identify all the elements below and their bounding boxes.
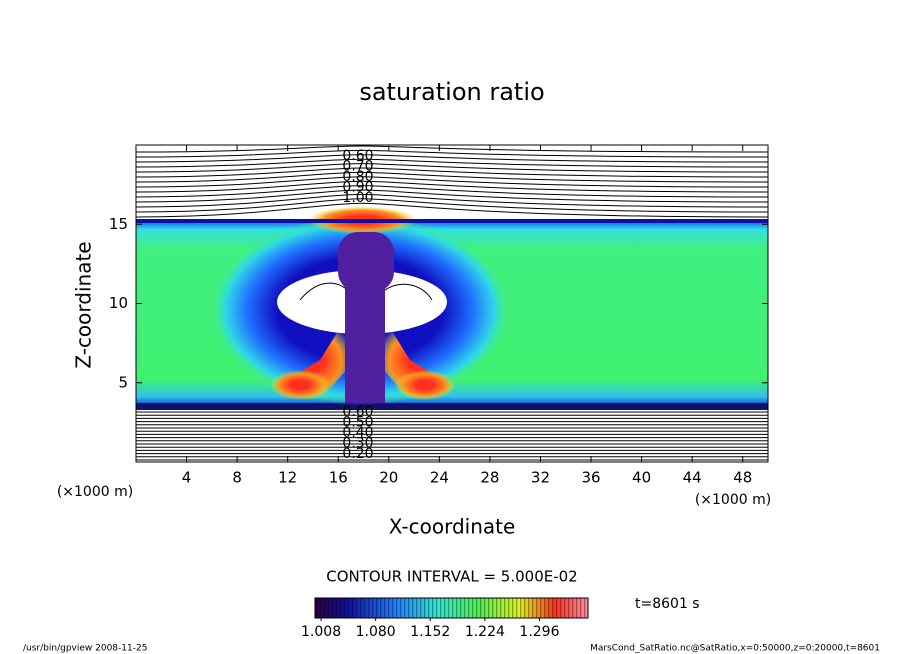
contour-interval: CONTOUR INTERVAL = 5.000E-02 <box>326 568 577 586</box>
y-tick-label: 10 <box>109 294 128 312</box>
isoline <box>136 180 768 193</box>
contour-label: 0.80 <box>342 169 373 185</box>
x-axis-label: X-coordinate <box>389 515 516 539</box>
colorbar-tick-label: 1.296 <box>519 624 559 640</box>
contour-label: 0.60 <box>342 404 373 420</box>
isoline <box>136 145 768 153</box>
isoline <box>136 167 768 178</box>
y-tick-label: 15 <box>109 215 128 233</box>
colorbar-tick-label: 1.224 <box>465 624 505 640</box>
x-tick-label: 8 <box>232 469 242 487</box>
contour-label: 0.40 <box>342 425 373 441</box>
chart-title: saturation ratio <box>359 78 544 106</box>
field <box>136 145 768 462</box>
isoline <box>136 171 768 183</box>
x-tick-label: 44 <box>683 469 702 487</box>
x-tick-label: 24 <box>430 469 449 487</box>
isoline <box>136 202 768 218</box>
x-tick-label: 4 <box>182 469 192 487</box>
time-label: t=8601 s <box>635 596 700 612</box>
y-unit: (×1000 m) <box>57 484 133 500</box>
footer-left: /usr/bin/gpview 2008-11-25 <box>23 644 147 654</box>
contour-label: 1.00 <box>342 190 373 206</box>
contour-label: 0.30 <box>342 436 373 452</box>
isoline <box>136 154 768 163</box>
x-tick-label: 48 <box>733 469 752 487</box>
colorbar-tick-label: 1.008 <box>301 624 341 640</box>
footer-right: MarsCond_SatRatio.nc@SatRatio,x=0:50000,… <box>590 644 880 654</box>
x-tick-label: 16 <box>329 469 348 487</box>
x-tick-label: 32 <box>531 469 550 487</box>
x-tick-label: 36 <box>581 469 600 487</box>
y-axis-label: Z-coordinate <box>72 241 96 368</box>
colorbar-tick-label: 1.152 <box>410 624 450 640</box>
contour-label: 0.50 <box>342 415 373 431</box>
contour-label: 0.90 <box>342 180 373 196</box>
isoline <box>136 163 768 173</box>
x-tick-label: 40 <box>632 469 651 487</box>
colorbar-frame <box>314 597 589 619</box>
contour-label: 0.60 <box>342 148 373 164</box>
isoline <box>136 198 768 213</box>
x-tick-label: 20 <box>379 469 398 487</box>
x-tick-label: 12 <box>278 469 297 487</box>
isoline <box>136 176 768 188</box>
contour-label: 0.70 <box>342 159 373 175</box>
y-tick-label: 5 <box>118 373 128 391</box>
isoline <box>136 193 768 208</box>
x-tick-label: 28 <box>480 469 499 487</box>
isoline <box>136 149 768 158</box>
x-unit: (×1000 m) <box>695 492 771 508</box>
isoline <box>136 185 768 198</box>
colorbar-tick-label: 1.080 <box>356 624 396 640</box>
isoline <box>136 189 768 203</box>
contour-label: 0.20 <box>342 446 373 462</box>
isoline <box>136 158 768 168</box>
